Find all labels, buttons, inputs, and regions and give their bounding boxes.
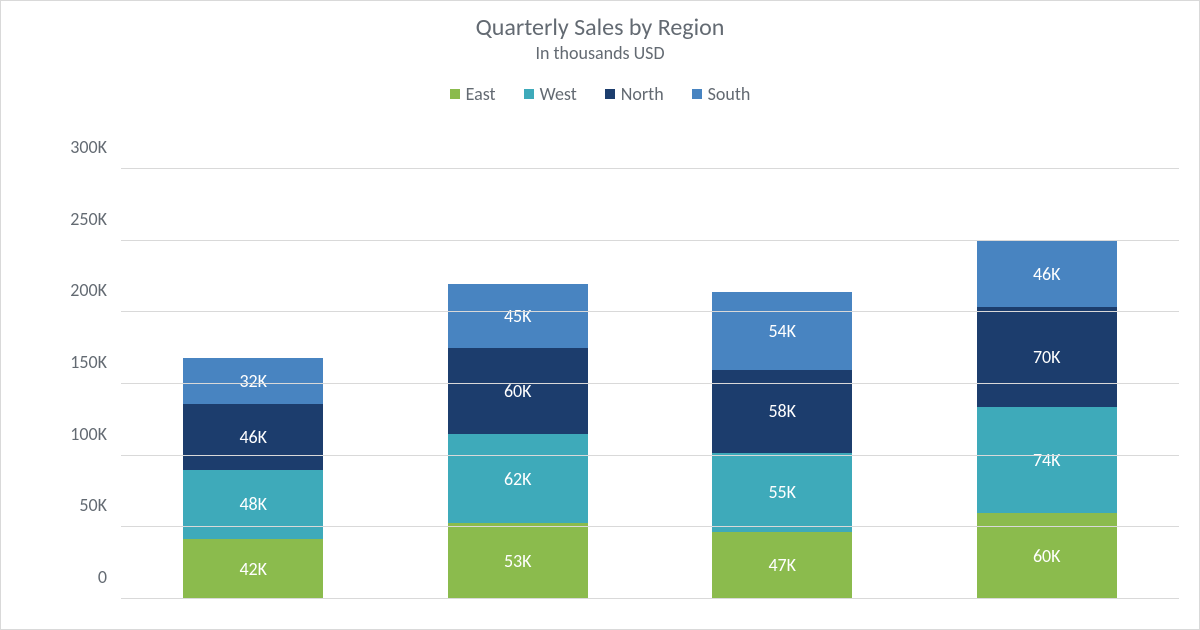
bars-layer: 42K 48K 46K 32K 53K 62K 60K 45K 47K 55K 58K 54K 60K 7… — [121, 169, 1179, 599]
legend-label: West — [540, 83, 577, 105]
bar-segment-west: 74K — [977, 407, 1117, 513]
gridline — [121, 598, 1179, 599]
y-tick-label: 300K — [70, 136, 121, 158]
bar-segment-west: 62K — [448, 434, 588, 523]
y-tick-label: 100K — [70, 423, 121, 445]
chart-subtitle: In thousands USD — [1, 43, 1199, 65]
bar-segment-north: 60K — [448, 348, 588, 434]
bar-segment-east: 53K — [448, 523, 588, 599]
legend-item-south: South — [692, 83, 751, 105]
legend-swatch-icon — [692, 89, 702, 99]
gridline — [121, 168, 1179, 169]
chart-container: Quarterly Sales by Region In thousands U… — [0, 0, 1200, 630]
legend-swatch-icon — [605, 89, 615, 99]
bar-segment-south: 45K — [448, 284, 588, 349]
bar-segment-label: 46K — [239, 426, 267, 448]
bar-segment-label: 62K — [504, 468, 532, 490]
legend-item-west: West — [524, 83, 577, 105]
bar-segment-label: 70K — [1033, 346, 1061, 368]
bar-segment-label: 55K — [768, 481, 796, 503]
legend-item-east: East — [450, 83, 496, 105]
bar-segment-south: 46K — [977, 241, 1117, 307]
bar-segment-east: 42K — [183, 539, 323, 599]
bar-segment-south: 32K — [183, 358, 323, 404]
gridline — [121, 311, 1179, 312]
gridline — [121, 526, 1179, 527]
bar-column: 53K 62K 60K 45K — [448, 284, 588, 599]
gridline — [121, 240, 1179, 241]
bar-segment-east: 47K — [712, 532, 852, 599]
bar-segment-label: 46K — [1033, 263, 1061, 285]
y-tick-label: 150K — [70, 351, 121, 373]
gridline — [121, 383, 1179, 384]
bar-segment-west: 55K — [712, 453, 852, 532]
bar-column: 60K 74K 70K 46K — [977, 241, 1117, 599]
y-tick-label: 200K — [70, 279, 121, 301]
plot-area: 42K 48K 46K 32K 53K 62K 60K 45K 47K 55K 58K 54K 60K 7… — [121, 169, 1179, 599]
legend-label: North — [621, 83, 664, 105]
bar-segment-label: 32K — [239, 370, 267, 392]
bar-column: 42K 48K 46K 32K — [183, 358, 323, 599]
legend-label: South — [708, 83, 751, 105]
y-tick-label: 0 — [98, 566, 121, 588]
bar-segment-label: 42K — [239, 558, 267, 580]
gridline — [121, 455, 1179, 456]
bar-segment-label: 53K — [504, 550, 532, 572]
bar-column: 47K 55K 58K 54K — [712, 292, 852, 599]
y-tick-label: 50K — [79, 494, 121, 516]
legend-label: East — [466, 83, 496, 105]
chart-legend: East West North South — [1, 83, 1199, 105]
bar-segment-west: 48K — [183, 470, 323, 539]
bar-segment-south: 54K — [712, 292, 852, 369]
bar-segment-label: 48K — [239, 493, 267, 515]
bar-segment-label: 45K — [504, 305, 532, 327]
bar-segment-north: 46K — [183, 404, 323, 470]
y-tick-label: 250K — [70, 208, 121, 230]
legend-swatch-icon — [524, 89, 534, 99]
legend-swatch-icon — [450, 89, 460, 99]
bar-segment-label: 58K — [768, 400, 796, 422]
chart-title: Quarterly Sales by Region — [1, 13, 1199, 43]
bar-segment-north: 70K — [977, 307, 1117, 407]
bar-segment-label: 47K — [768, 554, 796, 576]
bar-segment-label: 54K — [768, 320, 796, 342]
bar-segment-label: 60K — [1033, 545, 1061, 567]
bar-segment-label: 74K — [1033, 449, 1061, 471]
legend-item-north: North — [605, 83, 664, 105]
